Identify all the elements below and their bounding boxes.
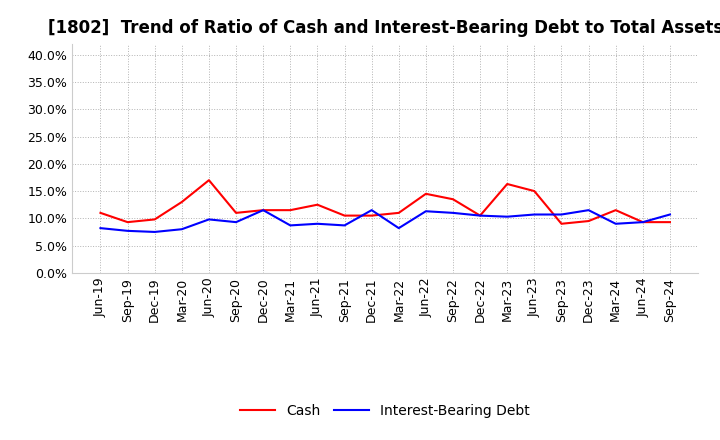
Cash (123, 220, 132, 225)
Cash (421, 191, 430, 196)
Interest-Bearing Debt (611, 221, 620, 227)
Cash (178, 199, 186, 205)
Interest-Bearing Debt (178, 227, 186, 232)
Interest-Bearing Debt (204, 217, 213, 222)
Interest-Bearing Debt (286, 223, 294, 228)
Interest-Bearing Debt (449, 210, 457, 216)
Cash (341, 213, 349, 218)
Cash (204, 178, 213, 183)
Interest-Bearing Debt (584, 208, 593, 213)
Cash (449, 197, 457, 202)
Interest-Bearing Debt (395, 225, 403, 231)
Interest-Bearing Debt (476, 213, 485, 218)
Interest-Bearing Debt (639, 220, 647, 225)
Interest-Bearing Debt (123, 228, 132, 234)
Cash (286, 208, 294, 213)
Cash (259, 208, 268, 213)
Interest-Bearing Debt (232, 220, 240, 225)
Cash (557, 221, 566, 227)
Cash (530, 188, 539, 194)
Legend: Cash, Interest-Bearing Debt: Cash, Interest-Bearing Debt (235, 399, 536, 424)
Cash (584, 218, 593, 224)
Interest-Bearing Debt (259, 208, 268, 213)
Interest-Bearing Debt (421, 209, 430, 214)
Cash (96, 210, 105, 216)
Cash (395, 210, 403, 216)
Interest-Bearing Debt (313, 221, 322, 227)
Cash (232, 210, 240, 216)
Cash (503, 181, 511, 187)
Interest-Bearing Debt (557, 212, 566, 217)
Cash (367, 213, 376, 218)
Cash (665, 220, 674, 225)
Interest-Bearing Debt (367, 208, 376, 213)
Title: [1802]  Trend of Ratio of Cash and Interest-Bearing Debt to Total Assets: [1802] Trend of Ratio of Cash and Intere… (48, 19, 720, 37)
Interest-Bearing Debt (665, 212, 674, 217)
Interest-Bearing Debt (341, 223, 349, 228)
Line: Interest-Bearing Debt: Interest-Bearing Debt (101, 210, 670, 232)
Cash (150, 217, 159, 222)
Interest-Bearing Debt (96, 225, 105, 231)
Cash (611, 208, 620, 213)
Line: Cash: Cash (101, 180, 670, 224)
Cash (313, 202, 322, 207)
Cash (476, 213, 485, 218)
Interest-Bearing Debt (503, 214, 511, 219)
Interest-Bearing Debt (150, 229, 159, 235)
Interest-Bearing Debt (530, 212, 539, 217)
Cash (639, 220, 647, 225)
